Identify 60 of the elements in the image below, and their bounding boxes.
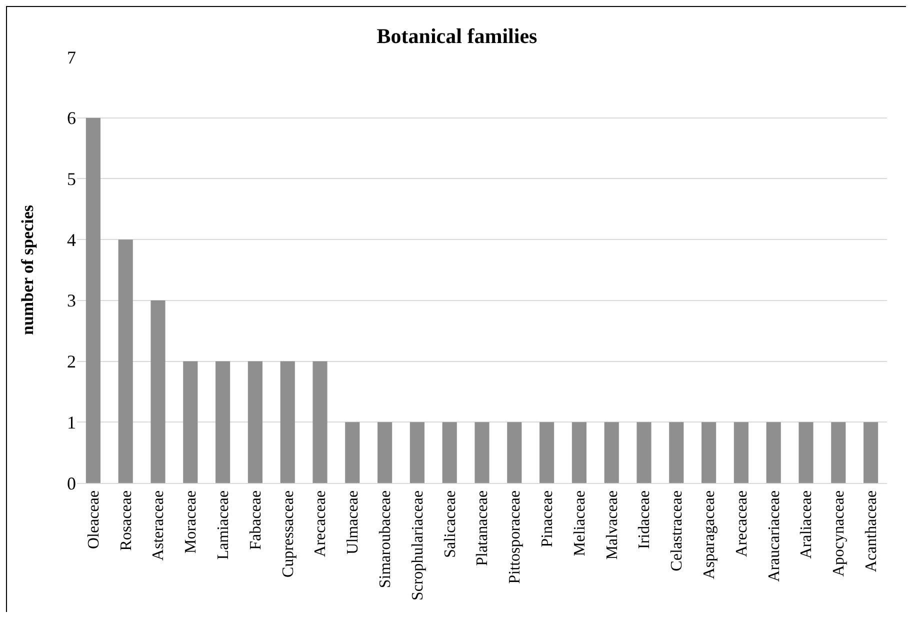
bar (86, 118, 100, 483)
x-tick-label: Ulmaceae (344, 490, 362, 554)
x-tick-label: Asteraceae (150, 490, 168, 561)
bar (216, 361, 230, 483)
bar (410, 422, 424, 483)
x-tick-label: Scrophulariaceae (409, 490, 426, 601)
x-tick-label: Acanthaceae (863, 490, 880, 572)
x-tick-label: Arecaceae (312, 490, 330, 557)
bar (702, 422, 716, 483)
bar (312, 361, 328, 483)
bar (669, 422, 684, 483)
y-tick-label: 4 (67, 230, 76, 250)
y-tick-label: 2 (67, 352, 76, 372)
bar (280, 361, 295, 483)
bar (798, 422, 814, 483)
x-tick-label: Salicaceae (442, 490, 459, 558)
x-tick-label: Apocynaceae (830, 490, 848, 577)
bar (378, 422, 392, 483)
bar (604, 422, 619, 483)
x-tick-label: Araliaceae (798, 490, 816, 559)
x-tick-label: Pittosporaceae (506, 490, 524, 584)
bar (248, 361, 262, 483)
x-tick-label: Araucariaceae (766, 490, 783, 582)
x-tick-label: Platanaceae (474, 490, 492, 566)
bar (150, 300, 166, 483)
x-tick-label: Iridaceae (636, 490, 654, 550)
y-tick-label: 3 (67, 290, 76, 311)
y-tick-label: 6 (67, 108, 76, 128)
bar (442, 422, 457, 483)
x-tick-label: Oleaceae (85, 490, 102, 550)
bar (572, 422, 586, 483)
x-tick-label: Cupressaceae (280, 490, 297, 578)
y-axis-title: number of species (18, 204, 37, 336)
bar (540, 422, 554, 483)
x-tick-label: Arecaceae (733, 490, 750, 557)
x-tick-label: Lamiaceae (215, 490, 232, 560)
x-tick-label: Moraceae (182, 490, 200, 554)
bar (345, 422, 360, 483)
bar (831, 422, 846, 483)
bar (636, 422, 652, 483)
x-tick-label: Celastraceae (668, 490, 686, 572)
bar (507, 422, 522, 483)
y-tick-label: 5 (67, 169, 76, 190)
x-tick-label: Meliaceae (571, 490, 588, 556)
bar (474, 422, 490, 483)
bar (183, 361, 198, 483)
y-tick-label: 0 (67, 473, 76, 494)
x-tick-label: Malvaceae (604, 490, 621, 560)
x-tick-label: Simaroubaceae (377, 490, 394, 588)
chart-title: Botanical families (376, 24, 538, 48)
y-tick-label: 7 (67, 47, 76, 68)
bar (118, 240, 133, 483)
bar (766, 422, 781, 483)
x-tick-label: Asparagaceae (701, 490, 718, 580)
bar (864, 422, 878, 483)
x-tick-label: Fabaceae (247, 490, 264, 550)
x-tick-label: Rosaceae (118, 490, 135, 551)
y-tick-label: 1 (67, 412, 76, 432)
x-tick-label: Pinaceae (539, 490, 556, 548)
bar (734, 422, 748, 483)
